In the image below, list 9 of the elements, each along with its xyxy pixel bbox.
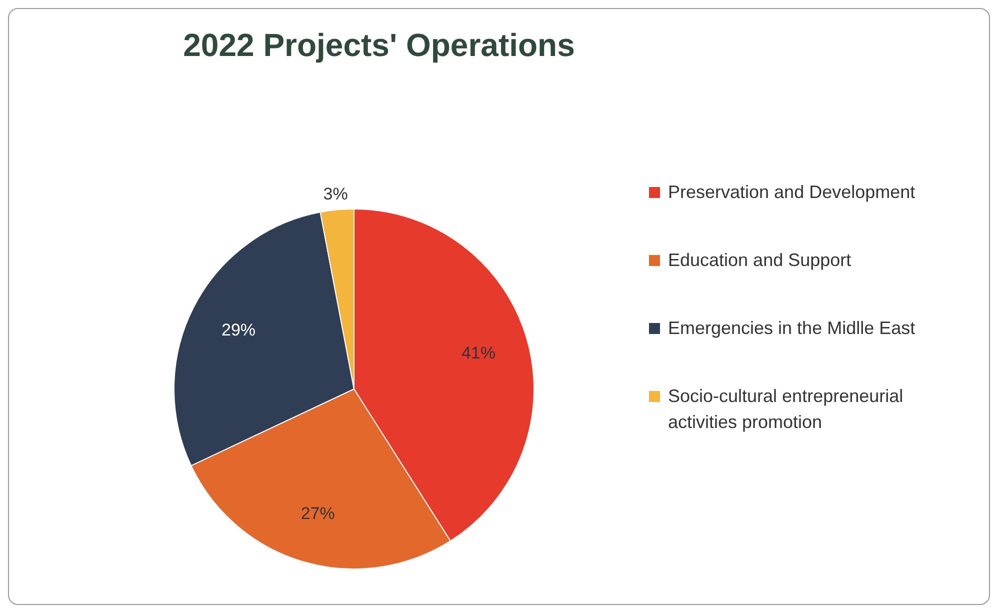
- legend-label: Emergencies in the Midlle East: [668, 317, 916, 340]
- legend-label: Preservation and Development: [668, 181, 916, 204]
- chart-title: 2022 Projects' Operations: [182, 27, 576, 64]
- legend-label: Socio-cultural entrepreneurial activities promotion: [668, 385, 904, 434]
- data-label: 29%: [222, 320, 256, 340]
- data-label: 3%: [323, 184, 348, 204]
- data-label: 27%: [300, 504, 335, 523]
- data-label: 41%: [461, 343, 496, 362]
- legend-label: Education and Support: [668, 249, 852, 272]
